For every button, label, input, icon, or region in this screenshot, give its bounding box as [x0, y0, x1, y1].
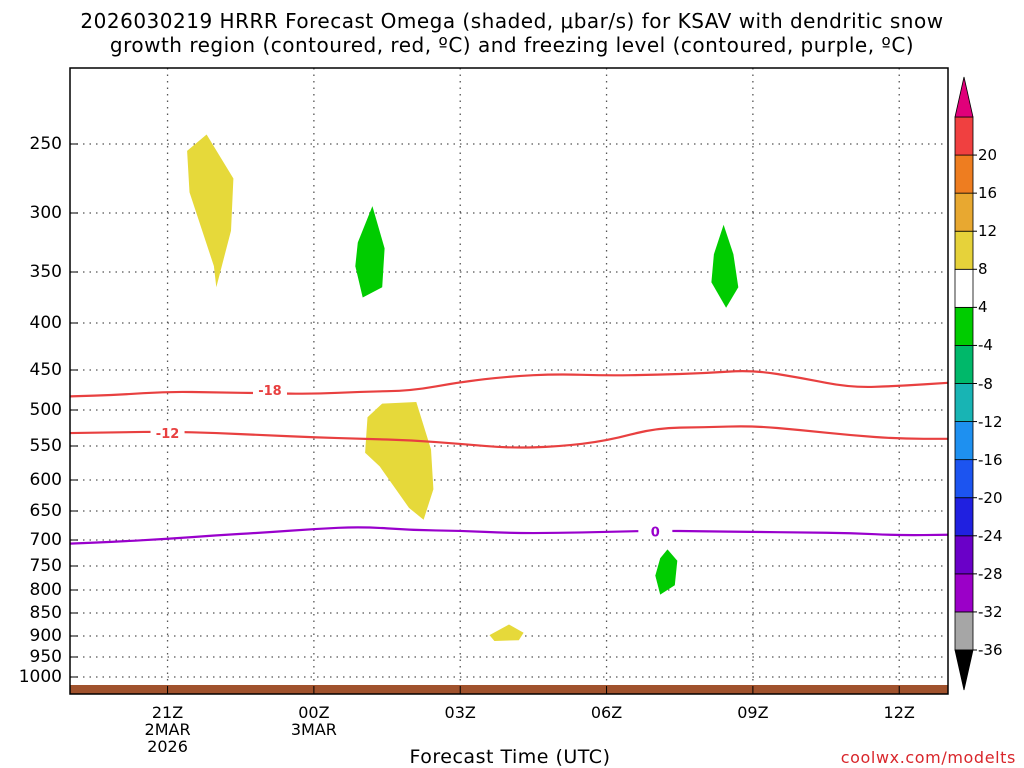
omega-region-5: [655, 549, 678, 595]
colorbar-label-4: 4: [978, 298, 988, 317]
x-tick-label-06Z: 06Z: [590, 703, 623, 722]
y-tick-label-850: 850: [29, 603, 62, 623]
colorbar-bin--28-to--24: [954, 535, 974, 575]
plot-frame: [69, 67, 949, 695]
x-tick-label-21Z-sub2: 2026: [147, 737, 188, 756]
y-tick-label-1000: 1000: [18, 667, 62, 687]
ground: [70, 685, 948, 694]
colorbar-label-16: 16: [978, 184, 998, 203]
y-tick-label-250: 250: [29, 134, 62, 154]
colorbar-label-12: 12: [978, 222, 998, 241]
colorbar-label--4: -4: [978, 336, 993, 355]
colorbar-over-triangle: [954, 76, 974, 118]
contour-label-bg-dgz-lower: [150, 425, 185, 442]
y-tick-label-700: 700: [29, 530, 62, 550]
x-tick-label-00Z-sub1: 3MAR: [290, 720, 337, 739]
x-axis-title: Forecast Time (UTC): [409, 746, 611, 768]
contour-label-dgz-lower: -12: [156, 427, 180, 442]
contour-freezing-level: [69, 526, 949, 545]
y-tick-label-600: 600: [29, 470, 62, 490]
colorbar: [954, 76, 977, 691]
colorbar-label--28: -28: [978, 564, 1003, 583]
omega-region-1: [187, 134, 234, 288]
ground-strip: [70, 685, 948, 694]
contour-dgz-lower: [69, 425, 948, 449]
contour-label-bg-dgz-upper: [252, 382, 287, 398]
y-tick-label-450: 450: [29, 360, 62, 380]
colorbar-label--20: -20: [978, 488, 1003, 507]
colorbar-bin--24-to--20: [954, 497, 974, 537]
y-tick-label-800: 800: [29, 580, 62, 600]
colorbar-label--8: -8: [978, 374, 993, 393]
colorbar-under-triangle: [954, 649, 974, 691]
colorbar-bin--32-to--28: [954, 573, 974, 613]
y-tick-label-550: 550: [29, 436, 62, 456]
contour-label-freezing-level: 0: [651, 525, 660, 540]
axes: [69, 67, 949, 695]
colorbar-label-8: 8: [978, 260, 988, 279]
y-tick-label-400: 400: [29, 313, 62, 333]
x-tick-label-12Z: 12Z: [883, 703, 915, 722]
colorbar-bin-4-to-8: [954, 268, 974, 308]
contour-label-bg-freezing-level: [638, 523, 673, 540]
y-tick-label-900: 900: [29, 626, 62, 646]
omega-shaded-regions: [187, 134, 739, 641]
y-tick-label-950: 950: [29, 647, 62, 667]
chart-title-line-2: growth region (contoured, red, ºC) and f…: [109, 33, 915, 57]
omega-region-6: [489, 624, 524, 641]
colorbar-label--36: -36: [978, 641, 1003, 659]
colorbar-label--24: -24: [978, 526, 1003, 545]
contour-label-dgz-upper: -18: [258, 384, 282, 399]
contour-dgz-upper: [69, 370, 949, 398]
colorbar-label--32: -32: [978, 602, 1003, 621]
colorbar-label-20: 20: [978, 146, 998, 165]
omega-region-4: [365, 402, 434, 520]
colorbar-bin--4-to-4: [954, 306, 974, 346]
colorbar-bin--36-to--32: [954, 611, 974, 651]
omega-region-2: [355, 206, 385, 298]
y-tick-label-350: 350: [29, 262, 62, 282]
temperature-contours: -18 -12 0: [69, 370, 949, 545]
colorbar-bin-16-to-20: [954, 154, 974, 194]
x-tick-label-21Z: 21Z: [151, 703, 184, 722]
gridlines: [70, 68, 948, 694]
colorbar-bin-12-to-16: [954, 192, 974, 232]
y-tick-label-500: 500: [29, 400, 62, 420]
y-tick-label-750: 750: [29, 556, 62, 576]
x-tick-label-09Z: 09Z: [737, 703, 769, 722]
colorbar-bin--16-to--12: [954, 421, 974, 461]
y-tick-label-650: 650: [29, 501, 62, 521]
colorbar-bin-8-to-12: [954, 230, 974, 270]
x-tick-label-21Z-sub1: 2MAR: [144, 720, 191, 739]
colorbar-bin--8-to--4: [954, 345, 974, 384]
chart-title-line-1: 2026030219 HRRR Forecast Omega (shaded, …: [80, 9, 944, 33]
y-tick-label-300: 300: [29, 203, 62, 223]
source-credit-link[interactable]: coolwx.com/modelts: [840, 748, 1016, 767]
colorbar-label--16: -16: [978, 450, 1003, 469]
omega-region-3: [711, 224, 739, 308]
x-tick-label-03Z: 03Z: [444, 703, 476, 722]
colorbar-bin--20-to--16: [954, 459, 974, 499]
colorbar-label--12: -12: [978, 412, 1003, 431]
colorbar-bin--12-to--8: [954, 383, 974, 422]
x-tick-label-00Z: 00Z: [298, 703, 330, 722]
colorbar-bin-20-to-24: [954, 116, 974, 156]
